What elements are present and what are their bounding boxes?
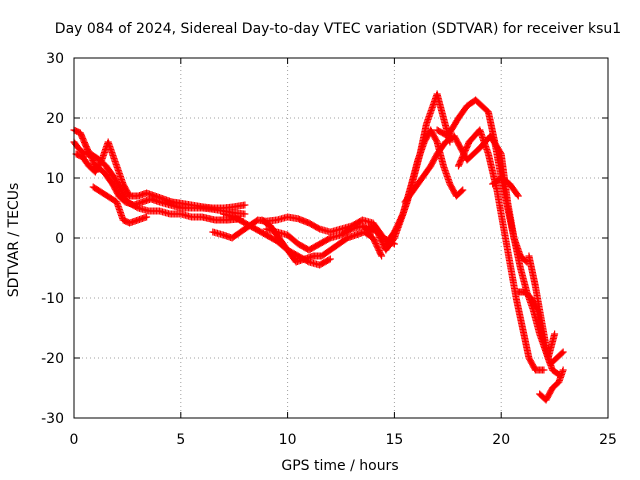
series-sat-g (258, 216, 386, 266)
data-point (559, 348, 567, 356)
y-axis-label: SDTVAR / TECUs (6, 183, 22, 298)
x-tick-label: 20 (492, 432, 510, 448)
ticks (73, 57, 609, 419)
series-sat-h (262, 222, 377, 254)
x-tick-label: 0 (70, 432, 79, 448)
data-point (540, 366, 548, 374)
data-point (241, 210, 249, 218)
y-tick-label: 30 (46, 51, 64, 67)
y-tick-label: 0 (55, 231, 64, 247)
y-tick-label: -30 (41, 411, 64, 427)
data-point (326, 255, 334, 263)
data-points (70, 90, 567, 404)
data-point (377, 251, 385, 259)
y-tick-label: -20 (41, 351, 64, 367)
series-sat-j (382, 126, 467, 248)
y-tick-label: 10 (46, 171, 64, 187)
series-sat-o (489, 174, 522, 200)
x-axis-label: GPS time / hours (281, 458, 398, 474)
x-tick-label: 10 (279, 432, 297, 448)
y-tick-label: -10 (41, 291, 64, 307)
x-tick-label: 15 (385, 432, 403, 448)
data-point (558, 349, 566, 357)
series-sat-d (89, 183, 151, 227)
x-tick-label: 25 (599, 432, 617, 448)
series-sat-c (72, 138, 249, 212)
chart-title: Day 084 of 2024, Sidereal Day-to-day VTE… (55, 21, 621, 37)
series-sat-q (525, 252, 559, 362)
data-point (551, 330, 559, 338)
data-point (514, 192, 522, 200)
data-point (458, 187, 466, 195)
data-point (241, 201, 249, 209)
data-point (559, 366, 567, 374)
data-point (378, 252, 386, 260)
data-point (325, 256, 333, 264)
data-point (143, 213, 151, 221)
tick-labels: 0 5 10 15 20 25 -30 -20 -10 0 10 20 30 (41, 51, 617, 448)
data-point (459, 186, 467, 194)
y-tick-label: 20 (46, 111, 64, 127)
x-tick-label: 5 (176, 432, 185, 448)
series-sat-r (536, 366, 567, 404)
data-point (513, 191, 521, 199)
